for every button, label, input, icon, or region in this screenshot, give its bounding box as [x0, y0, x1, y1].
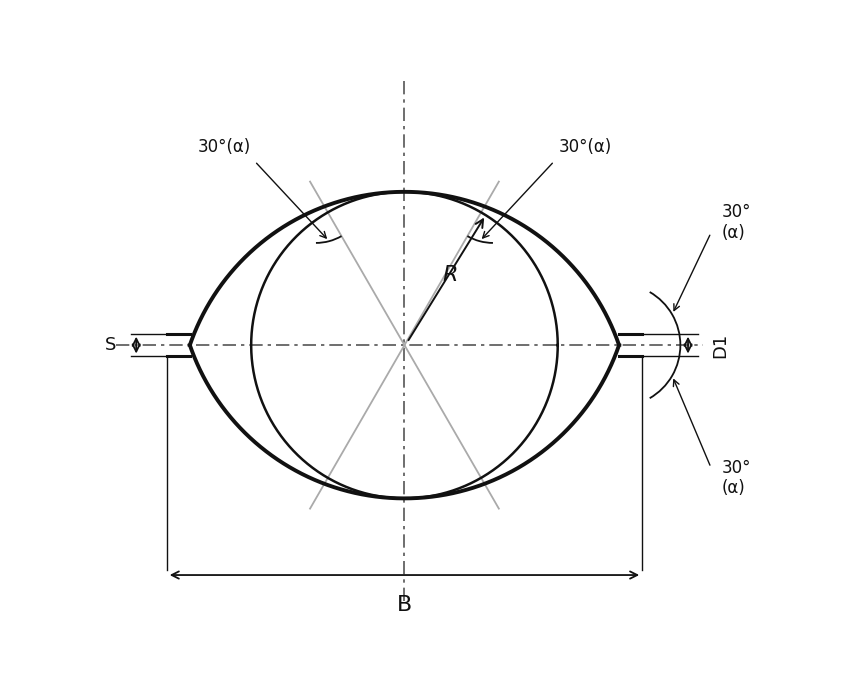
- Text: S: S: [104, 336, 116, 354]
- Text: 30°
(α): 30° (α): [722, 458, 751, 497]
- Text: 30°(α): 30°(α): [197, 138, 250, 156]
- Text: R: R: [442, 265, 458, 285]
- Text: 30°(α): 30°(α): [558, 138, 611, 156]
- Text: 30°
(α): 30° (α): [722, 203, 751, 242]
- Text: D1: D1: [711, 333, 729, 358]
- Text: B: B: [396, 596, 412, 615]
